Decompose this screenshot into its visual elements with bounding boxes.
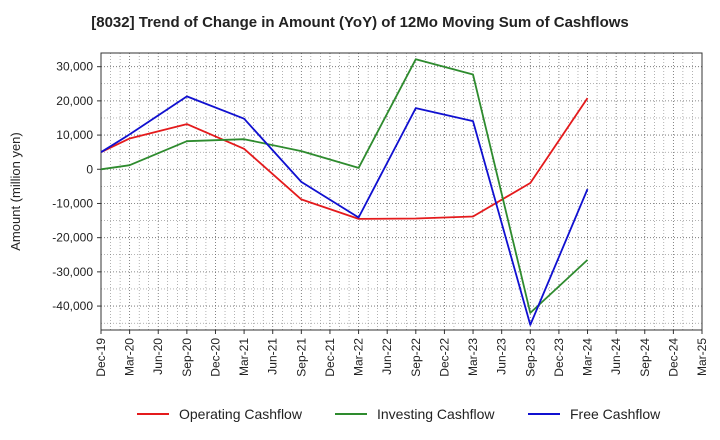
legend: Operating Cashflow Investing Cashflow Free…	[137, 406, 661, 422]
x-tick-label: Jun-24	[609, 338, 623, 375]
x-tick-label: Mar-24	[581, 338, 595, 376]
x-tick-label: Dec-22	[437, 338, 451, 377]
y-tick-label: 10,000	[56, 128, 93, 142]
x-tick-label: Mar-25	[695, 338, 709, 376]
x-tick-label: Dec-20	[208, 338, 222, 377]
y-tick-label: -40,000	[52, 299, 93, 313]
y-tick-label: -10,000	[52, 196, 93, 210]
x-tick-label: Jun-22	[380, 338, 394, 375]
series-line-operating-cashflow	[100, 97, 589, 220]
legend-label: Investing Cashflow	[377, 406, 495, 422]
x-tick-label: Sep-20	[180, 338, 194, 377]
y-axis-ticks: 30,000 20,000 10,000 0 -10,000 -20,000 -30,000…	[52, 60, 101, 313]
plot-frame	[100, 52, 703, 331]
x-tick-label: Mar-23	[466, 338, 480, 376]
x-axis-ticks: Dec-19 Mar-20 Jun-20 Sep-20 Dec-20 Mar-21 Jun-…	[94, 330, 709, 377]
series-lines	[100, 58, 589, 326]
y-tick-label: 30,000	[56, 60, 93, 74]
legend-label: Free Cashflow	[570, 406, 661, 422]
x-tick-label: Mar-22	[352, 338, 366, 376]
x-tick-label: Sep-24	[638, 338, 652, 377]
x-tick-label: Mar-20	[123, 338, 137, 376]
series-line-investing-cashflow	[100, 58, 589, 314]
x-tick-label: Mar-21	[237, 338, 251, 376]
y-tick-label: -30,000	[52, 265, 93, 279]
x-tick-label: Dec-21	[323, 338, 337, 377]
y-tick-label: 20,000	[56, 94, 93, 108]
series-line-free-cashflow	[100, 95, 589, 326]
x-tick-label: Sep-23	[523, 338, 537, 377]
chart-title: [8032] Trend of Change in Amount (YoY) o…	[91, 14, 629, 31]
y-tick-label: -20,000	[52, 231, 93, 245]
x-tick-label: Dec-23	[552, 338, 566, 377]
x-tick-label: Sep-22	[409, 338, 423, 377]
y-axis-label: Amount (million yen)	[8, 132, 23, 251]
x-tick-label: Dec-19	[94, 338, 108, 377]
x-tick-label: Jun-23	[495, 338, 509, 375]
x-tick-label: Sep-21	[294, 338, 308, 377]
x-tick-label: Dec-24	[666, 338, 680, 377]
x-tick-label: Jun-21	[266, 338, 280, 375]
grid-lines	[100, 53, 703, 330]
legend-label: Operating Cashflow	[179, 406, 303, 422]
x-tick-label: Jun-20	[151, 338, 165, 375]
y-tick-label: 0	[86, 162, 93, 176]
